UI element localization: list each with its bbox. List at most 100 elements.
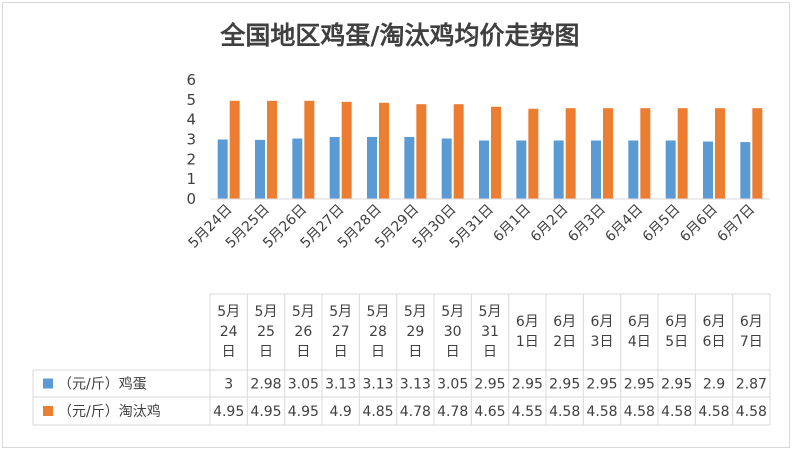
x-category-label: 6月1日: [490, 202, 534, 246]
hen-bar: [677, 108, 688, 199]
table-value-cell: 4.58: [549, 404, 580, 420]
table-header-cell: 6月: [553, 314, 576, 330]
table-value-cell: 2.9: [703, 377, 725, 393]
table-header-cell: 6月: [740, 314, 763, 330]
table-header-cell: 4日: [628, 334, 651, 350]
table-header-cell: 日: [446, 344, 460, 360]
hen-bar: [267, 100, 277, 199]
table-value-cell: 4.65: [474, 404, 505, 420]
y-tick-label: 1: [186, 170, 196, 188]
table-header-cell: 24: [220, 324, 238, 340]
table-value-cell: 4.95: [288, 404, 319, 420]
table-header-cell: 5月: [329, 304, 352, 320]
table-value-cell: 4.78: [400, 404, 431, 420]
table-header-cell: 日: [371, 344, 385, 360]
table-value-cell: 3.05: [288, 377, 319, 393]
hen-legend-label: （元/斤）淘汰鸡: [58, 403, 161, 420]
table-value-cell: 2.95: [586, 377, 617, 393]
table-value-cell: 2.98: [250, 377, 281, 393]
table-header-cell: 6日: [703, 334, 726, 350]
x-category-label: 6月3日: [565, 202, 609, 246]
egg-legend-swatch: [43, 378, 53, 389]
table-header-cell: 日: [334, 344, 348, 360]
table-header-cell: 6月: [665, 314, 688, 330]
table-header-cell: 27: [332, 324, 350, 340]
table-header-cell: 日: [222, 344, 236, 360]
x-category-label: 6月6日: [677, 202, 721, 246]
table-header-cell: 1日: [516, 334, 539, 350]
table-header-cell: 5月: [404, 304, 427, 320]
table-value-cell: 4.85: [362, 404, 393, 420]
table-value-cell: 2.95: [624, 377, 655, 393]
hen-bar: [752, 108, 763, 199]
table-header-cell: 2日: [553, 334, 576, 350]
table-value-cell: 4.58: [661, 404, 692, 420]
table-value-cell: 4.55: [512, 404, 543, 420]
x-category-label: 6月5日: [640, 202, 684, 246]
table-value-cell: 4.58: [698, 404, 729, 420]
hen-bar: [229, 100, 240, 199]
x-axis: 5月24日5月25日5月26日5月27日5月28日5月29日5月30日5月31日…: [185, 198, 770, 252]
hen-bar: [715, 108, 725, 199]
table-header-cell: 5月: [217, 304, 240, 320]
hen-bar: [565, 108, 576, 199]
egg-bar: [217, 139, 228, 199]
table-header-cell: 日: [296, 344, 310, 360]
egg-bar: [441, 138, 452, 199]
egg-bar: [292, 138, 303, 199]
egg-bar: [703, 141, 713, 199]
table-value-cell: 4.58: [586, 404, 617, 420]
table-header-cell: 5月: [367, 304, 390, 320]
table-header-cell: 日: [259, 344, 273, 360]
hen-bar: [341, 101, 352, 199]
hen-bar: [603, 108, 613, 199]
x-category-label: 6月7日: [714, 202, 758, 246]
egg-bar: [255, 139, 265, 199]
chart-title: 全国地区鸡蛋/淘汰鸡均价走势图: [219, 21, 579, 50]
table-header-cell: 31: [481, 324, 499, 340]
table-value-cell: 3: [224, 377, 233, 393]
table-header-cell: 6月: [591, 314, 614, 330]
y-tick-label: 5: [186, 91, 196, 109]
table-value-cell: 3.13: [325, 377, 356, 393]
table-header-cell: 5月: [479, 304, 502, 320]
table-value-cell: 2.95: [549, 377, 580, 393]
egg-bar: [665, 140, 676, 199]
table-value-cell: 4.58: [736, 404, 767, 420]
egg-bar: [553, 140, 564, 199]
table-value-cell: 3.13: [400, 377, 431, 393]
table-header-cell: 日: [408, 344, 422, 360]
hen-bar: [453, 104, 464, 199]
bars: [217, 100, 763, 199]
table-header-cell: 30: [444, 324, 462, 340]
egg-bar: [516, 140, 527, 199]
table-header-cell: 5月: [292, 304, 315, 320]
egg-bar: [329, 136, 340, 199]
hen-bar: [379, 102, 389, 199]
table-value-cell: 4.95: [250, 404, 281, 420]
hen-bar: [416, 104, 427, 199]
chart-frame: [2, 2, 790, 448]
egg-bar: [404, 136, 415, 199]
table-value-cell: 2.87: [736, 377, 767, 393]
table-value-cell: 2.95: [661, 377, 692, 393]
table-header-cell: 6月: [628, 314, 651, 330]
table-value-cell: 3.13: [362, 377, 393, 393]
table-value-cell: 4.95: [213, 404, 244, 420]
table-header-cell: 6月: [516, 314, 539, 330]
table-header-cell: 29: [406, 324, 424, 340]
hen-bar: [640, 108, 651, 199]
egg-bar: [479, 140, 489, 199]
table-value-cell: 2.95: [474, 377, 505, 393]
table-header-cell: 28: [369, 324, 387, 340]
table-value-cell: 4.58: [624, 404, 655, 420]
table-header-cell: 26: [294, 324, 312, 340]
table-header-cell: 5月: [441, 304, 464, 320]
table-header-cell: 25: [257, 324, 275, 340]
data-table: 5月 24 日 5月 25 日 5月 26 日 5月 27 日 5月 28 日 5月 29 日 5月 30 日 5月 3 1日…: [32, 293, 771, 426]
y-tick-label: 2: [186, 150, 196, 168]
table-header-cell: 5日: [665, 334, 688, 350]
table-header-cell: 5月: [255, 304, 278, 320]
table-value-cell: 4.9: [330, 404, 352, 420]
table-value-cell: 4.78: [437, 404, 468, 420]
